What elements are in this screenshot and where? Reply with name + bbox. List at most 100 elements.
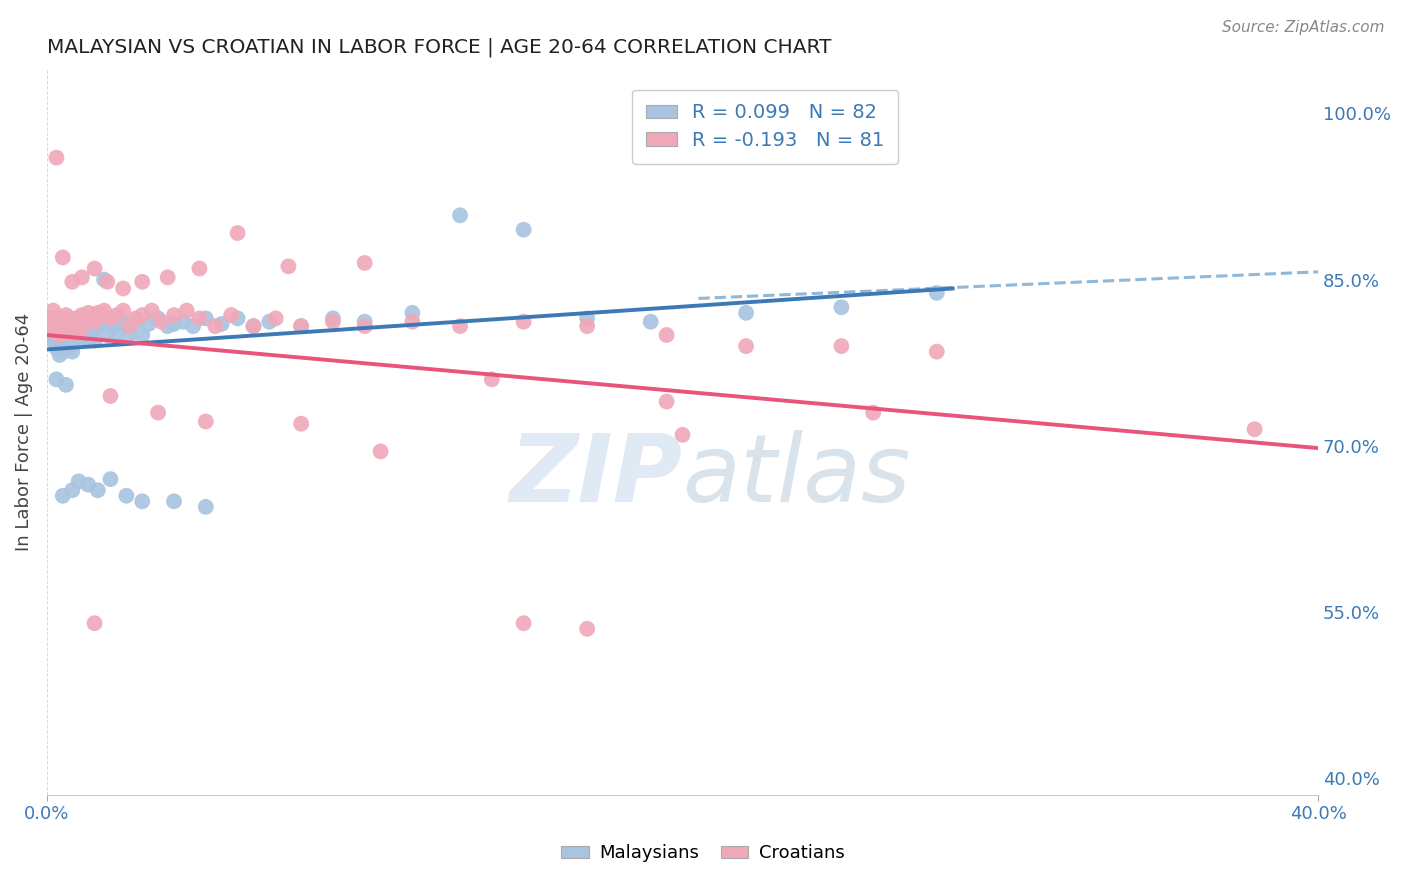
Point <box>925 285 948 300</box>
Point <box>735 306 758 320</box>
Point <box>163 494 186 508</box>
Point <box>290 319 312 334</box>
Point <box>131 328 153 343</box>
Point <box>204 319 226 334</box>
Point <box>52 322 75 336</box>
Point <box>48 334 70 348</box>
Point <box>52 251 75 265</box>
Point <box>219 308 242 322</box>
Point <box>90 315 112 329</box>
Point <box>39 311 62 326</box>
Point <box>83 319 105 334</box>
Point <box>353 315 375 329</box>
Point <box>401 315 423 329</box>
Point <box>80 311 103 326</box>
Point <box>194 500 217 514</box>
Point <box>242 319 264 334</box>
Point <box>290 417 312 431</box>
Point <box>87 306 110 320</box>
Point <box>150 315 173 329</box>
Point <box>115 489 138 503</box>
Point <box>60 275 83 289</box>
Point <box>830 339 852 353</box>
Point <box>48 348 70 362</box>
Point <box>39 328 62 343</box>
Point <box>131 308 153 322</box>
Point <box>55 330 77 344</box>
Point <box>100 315 122 329</box>
Point <box>576 319 599 334</box>
Point <box>481 372 503 386</box>
Point <box>45 372 67 386</box>
Text: Source: ZipAtlas.com: Source: ZipAtlas.com <box>1222 20 1385 35</box>
Point <box>512 616 534 631</box>
Point <box>48 317 70 331</box>
Point <box>55 319 77 334</box>
Point <box>264 311 287 326</box>
Point <box>671 427 693 442</box>
Point <box>176 303 198 318</box>
Point <box>259 315 281 329</box>
Point <box>163 317 186 331</box>
Point <box>45 341 67 355</box>
Point <box>58 339 80 353</box>
Point <box>100 311 122 326</box>
Point <box>188 311 211 326</box>
Point <box>70 319 93 334</box>
Point <box>353 256 375 270</box>
Point <box>115 317 138 331</box>
Point <box>83 315 105 329</box>
Point <box>87 319 110 334</box>
Point <box>42 303 65 318</box>
Point <box>70 308 93 322</box>
Point <box>80 311 103 326</box>
Point <box>60 315 83 329</box>
Point <box>370 444 392 458</box>
Point <box>67 326 90 340</box>
Point <box>70 270 93 285</box>
Point <box>173 315 195 329</box>
Point <box>45 325 67 339</box>
Point <box>65 311 87 326</box>
Point <box>45 151 67 165</box>
Point <box>70 317 93 331</box>
Point <box>146 311 169 326</box>
Point <box>226 311 249 326</box>
Point <box>156 319 179 334</box>
Point <box>242 319 264 334</box>
Point <box>194 415 217 429</box>
Point <box>112 303 135 318</box>
Point <box>1243 422 1265 436</box>
Point <box>118 319 141 334</box>
Point <box>100 472 122 486</box>
Point <box>52 311 75 326</box>
Point <box>735 339 758 353</box>
Point <box>67 475 90 489</box>
Point <box>640 315 662 329</box>
Point <box>65 330 87 344</box>
Text: atlas: atlas <box>682 430 911 521</box>
Point <box>48 315 70 329</box>
Point <box>77 319 100 334</box>
Point <box>188 261 211 276</box>
Point <box>830 301 852 315</box>
Point <box>322 315 344 329</box>
Point <box>226 226 249 240</box>
Point <box>83 334 105 348</box>
Point <box>655 394 678 409</box>
Point <box>112 281 135 295</box>
Point <box>449 319 471 334</box>
Point <box>77 334 100 348</box>
Point <box>322 311 344 326</box>
Point <box>65 317 87 331</box>
Point <box>45 334 67 348</box>
Point <box>163 308 186 322</box>
Point <box>512 223 534 237</box>
Point <box>105 328 128 343</box>
Point <box>146 406 169 420</box>
Point <box>90 308 112 322</box>
Point <box>67 319 90 334</box>
Point <box>141 303 163 318</box>
Text: ZIP: ZIP <box>509 430 682 522</box>
Point <box>48 328 70 343</box>
